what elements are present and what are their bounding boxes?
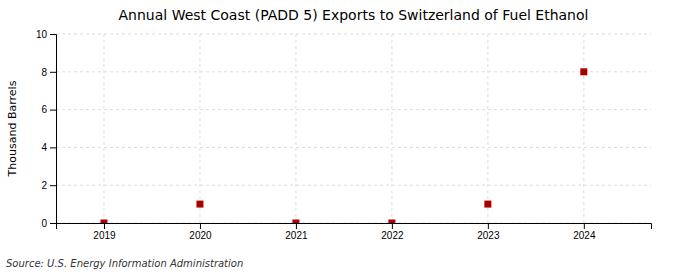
y-axis-tick: 2 <box>41 180 56 191</box>
y-axis-tick-mark <box>50 72 56 73</box>
x-grid-line <box>391 34 392 223</box>
x-axis-tick-label: 2024 <box>573 230 596 241</box>
x-axis-tick-mark <box>392 223 393 229</box>
y-axis-tick-label: 6 <box>41 104 47 115</box>
x-grid-line <box>583 34 584 223</box>
x-axis-tick-mark <box>296 223 297 229</box>
x-axis-tick-label: 2019 <box>93 230 116 241</box>
x-axis: 2019 2020 2021 2022 2023 2024 <box>57 223 652 241</box>
y-grid-line <box>56 71 651 72</box>
y-axis-tick-mark <box>50 223 56 224</box>
point <box>484 201 491 208</box>
y-grid-line <box>56 109 651 110</box>
point <box>292 220 299 224</box>
y-axis-tick-label: 0 <box>41 218 47 229</box>
y-axis-tick-mark <box>50 110 56 111</box>
x-axis-tick-mark <box>104 223 105 229</box>
x-grid-line <box>487 34 488 223</box>
x-axis-tick-mark <box>584 223 585 229</box>
x-axis-tick: 2024 <box>573 223 596 241</box>
point <box>196 201 203 208</box>
y-grid-line <box>56 34 651 35</box>
x-grid-line <box>199 34 200 223</box>
point <box>100 220 107 224</box>
title: Annual West Coast (PADD 5) Exports to Sw… <box>119 7 589 23</box>
y-axis-title: Thousand Barrels <box>6 80 19 177</box>
y-axis-tick-label: 2 <box>41 180 47 191</box>
grid <box>56 34 651 223</box>
x-grid-line <box>295 34 296 223</box>
x-axis-tick-label: 2021 <box>285 230 308 241</box>
y-axis-tick: 6 <box>41 104 56 115</box>
y-grid-line <box>56 147 651 148</box>
point <box>388 220 395 224</box>
y-axis: 0 2 4 6 8 10 <box>36 29 57 229</box>
chart: 2019 2020 2021 2022 2023 2024 0 2 4 6 8 10 Annual We… <box>0 0 675 275</box>
y-axis-tick: 10 <box>36 29 56 40</box>
x-axis-tick-mark <box>488 223 489 229</box>
y-axis-line <box>50 35 57 224</box>
x-axis-line <box>57 224 652 230</box>
y-axis-tick-mark <box>50 185 56 186</box>
x-axis-tick-label: 2022 <box>381 230 404 241</box>
y-axis-tick: 4 <box>41 142 56 153</box>
x-axis-tick: 2019 <box>93 223 116 241</box>
y-axis-tick-label: 10 <box>36 29 48 40</box>
x-axis-tick-mark <box>200 223 201 229</box>
x-axis-tick: 2020 <box>189 223 212 241</box>
y-grid-line <box>56 185 651 186</box>
y-axis-tick-label: 8 <box>41 67 47 78</box>
y-axis-tick-label: 4 <box>41 142 47 153</box>
x-axis-tick-label: 2020 <box>189 230 212 241</box>
x-axis-tick: 2023 <box>477 223 500 241</box>
plot: 2019 2020 2021 2022 2023 2024 0 2 4 6 8 10 <box>36 29 652 241</box>
y-axis-tick-mark <box>50 34 56 35</box>
y-axis-tick: 8 <box>41 67 56 78</box>
x-grid-line <box>103 34 104 223</box>
point <box>580 68 587 75</box>
points <box>100 68 587 223</box>
y-axis-tick-mark <box>50 147 56 148</box>
y-axis-tick: 0 <box>41 218 56 229</box>
annotation: Source: U.S. Energy Information Administ… <box>6 258 243 269</box>
x-axis-tick: 2021 <box>285 223 308 241</box>
x-axis-tick: 2022 <box>381 223 404 241</box>
x-axis-tick-label: 2023 <box>477 230 500 241</box>
